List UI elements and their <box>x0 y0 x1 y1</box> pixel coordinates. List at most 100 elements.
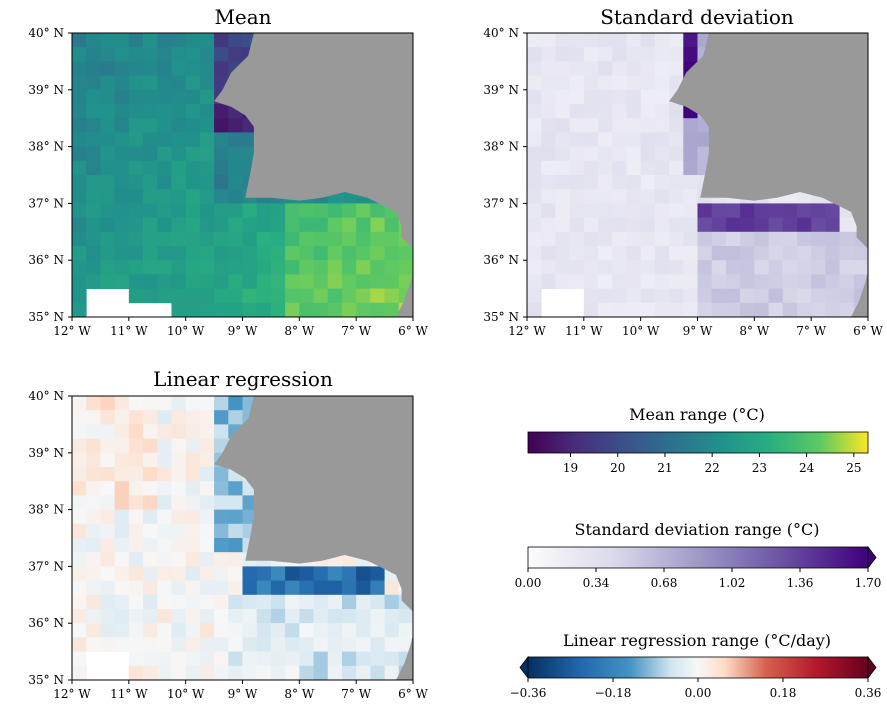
grid-cell <box>242 302 258 318</box>
grid-cell <box>128 609 144 624</box>
grid-cell <box>370 623 385 638</box>
grid-cell <box>143 231 158 247</box>
grid-cell <box>157 509 172 525</box>
grid-cell <box>640 288 656 304</box>
grid-cell <box>697 288 713 304</box>
grid-cell <box>569 260 585 275</box>
grid-cell <box>185 509 201 525</box>
grid-cell <box>626 75 642 91</box>
lat-tick-label: 38° N <box>483 140 519 154</box>
grid-cell <box>242 274 258 289</box>
grid-cell <box>583 47 599 62</box>
grid-cell <box>171 288 187 304</box>
grid-cell <box>185 580 201 596</box>
colorbar-tick-label: 0.00 <box>515 576 542 590</box>
lat-tick-label: 39° N <box>483 83 519 97</box>
grid-cell <box>768 302 784 318</box>
grid-cell <box>214 189 229 204</box>
grid-cell <box>569 104 585 119</box>
grid-cell <box>214 396 229 411</box>
lat-tick-label: 36° N <box>483 253 519 267</box>
lon-tick-label: 12° W <box>53 324 91 338</box>
grid-cell <box>555 260 571 275</box>
grid-cell <box>768 274 784 289</box>
grid-cell <box>640 104 656 119</box>
grid-cell <box>569 33 585 48</box>
grid-cell <box>100 609 116 624</box>
grid-cell <box>157 104 172 119</box>
grid-cell <box>626 61 642 76</box>
grid-cell <box>114 637 130 652</box>
grid-cell <box>128 160 144 176</box>
grid-cell <box>143 217 158 233</box>
grid-cell <box>527 104 542 119</box>
grid-cell <box>654 33 670 48</box>
grid-cell <box>683 47 698 62</box>
grid-cell <box>612 61 627 76</box>
grid-cell <box>569 89 585 105</box>
grid-cell <box>228 580 243 596</box>
grid-cell <box>583 231 599 247</box>
grid-cell <box>583 203 599 218</box>
grid-cell <box>612 89 627 105</box>
grid-cell <box>256 623 272 638</box>
grid-cell <box>143 47 158 62</box>
grid-cell <box>285 288 300 304</box>
grid-cell <box>285 274 300 289</box>
grid-cell <box>72 302 87 318</box>
grid-cell <box>214 651 229 667</box>
grid-cell <box>72 438 87 454</box>
grid-cell <box>214 594 229 610</box>
grid-cell <box>199 438 215 454</box>
grid-cell <box>256 637 272 652</box>
grid-cell <box>285 594 300 610</box>
grid-cell <box>555 175 571 190</box>
grid-cell <box>598 175 613 190</box>
grid-cell <box>114 47 130 62</box>
grid-cell <box>640 217 656 233</box>
grid-cell <box>242 594 258 610</box>
grid-cell <box>398 623 414 638</box>
grid-cell <box>143 609 158 624</box>
grid-cell <box>327 580 343 596</box>
grid-cell <box>143 260 158 275</box>
grid-cell <box>199 481 215 496</box>
grid-cell <box>583 132 599 147</box>
grid-cell <box>285 580 300 596</box>
grid-cell <box>114 104 130 119</box>
lon-tick-label: 8° W <box>284 324 314 338</box>
grid-cell <box>72 566 87 581</box>
grid-cell <box>171 47 187 62</box>
lon-tick-label: 9° W <box>683 324 713 338</box>
grid-cell <box>256 580 272 596</box>
grid-cell <box>157 203 172 218</box>
grid-cell <box>569 231 585 247</box>
grid-cell <box>185 396 201 411</box>
grid-cell <box>128 452 144 468</box>
grid-cell <box>654 175 670 190</box>
grid-cell <box>157 118 172 133</box>
grid-cell <box>270 623 286 638</box>
grid-cell <box>128 495 144 510</box>
grid-cell <box>598 189 613 204</box>
grid-cell <box>143 452 158 468</box>
grid-cell <box>100 523 116 539</box>
grid-cell <box>583 89 599 105</box>
grid-cell <box>157 132 172 147</box>
grid-cell <box>598 61 613 76</box>
grid-cell <box>114 61 130 76</box>
grid-cell <box>341 566 357 581</box>
grid-cell <box>356 566 371 581</box>
grid-cell <box>356 665 371 681</box>
grid-cell <box>270 302 286 318</box>
grid-cell <box>669 217 684 233</box>
grid-cell <box>327 274 343 289</box>
grid-cell <box>157 538 172 553</box>
grid-cell <box>214 47 229 62</box>
grid-cell <box>157 438 172 454</box>
grid-cell <box>711 246 727 261</box>
grid-cell <box>171 302 187 318</box>
grid-cell <box>569 118 585 133</box>
grid-cell <box>569 175 585 190</box>
grid-cell <box>143 410 158 425</box>
